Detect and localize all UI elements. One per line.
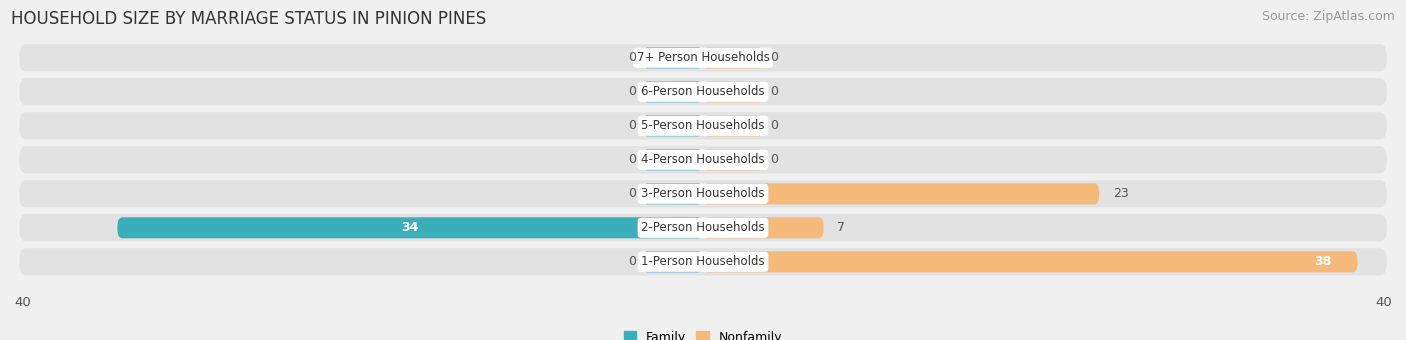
FancyBboxPatch shape [643,81,703,102]
FancyBboxPatch shape [643,183,703,204]
FancyBboxPatch shape [703,47,763,68]
Legend: Family, Nonfamily: Family, Nonfamily [619,326,787,340]
Text: 0: 0 [770,51,778,64]
Text: 0: 0 [628,255,636,268]
Text: 1-Person Households: 1-Person Households [641,255,765,268]
Text: 0: 0 [770,85,778,98]
FancyBboxPatch shape [117,217,703,238]
Text: 0: 0 [628,187,636,200]
Text: HOUSEHOLD SIZE BY MARRIAGE STATUS IN PINION PINES: HOUSEHOLD SIZE BY MARRIAGE STATUS IN PIN… [11,10,486,28]
FancyBboxPatch shape [643,115,703,136]
Text: 0: 0 [628,153,636,166]
FancyBboxPatch shape [703,217,824,238]
FancyBboxPatch shape [20,146,1386,173]
FancyBboxPatch shape [703,81,763,102]
FancyBboxPatch shape [20,214,1386,241]
Text: 23: 23 [1114,187,1129,200]
Text: 40: 40 [14,296,31,309]
Text: 0: 0 [628,119,636,132]
Text: 2-Person Households: 2-Person Households [641,221,765,234]
Text: 0: 0 [628,85,636,98]
FancyBboxPatch shape [20,112,1386,139]
FancyBboxPatch shape [643,251,703,272]
Text: 5-Person Households: 5-Person Households [641,119,765,132]
Text: 7: 7 [838,221,845,234]
FancyBboxPatch shape [20,44,1386,71]
Text: 3-Person Households: 3-Person Households [641,187,765,200]
Text: 0: 0 [770,153,778,166]
Text: 6-Person Households: 6-Person Households [641,85,765,98]
FancyBboxPatch shape [703,149,763,170]
FancyBboxPatch shape [20,248,1386,275]
FancyBboxPatch shape [643,149,703,170]
FancyBboxPatch shape [643,47,703,68]
Text: 0: 0 [628,51,636,64]
FancyBboxPatch shape [703,115,763,136]
Text: 38: 38 [1315,255,1331,268]
Text: 4-Person Households: 4-Person Households [641,153,765,166]
Text: Source: ZipAtlas.com: Source: ZipAtlas.com [1261,10,1395,23]
Text: 34: 34 [402,221,419,234]
FancyBboxPatch shape [20,180,1386,207]
FancyBboxPatch shape [20,78,1386,105]
FancyBboxPatch shape [703,183,1099,204]
Text: 0: 0 [770,119,778,132]
Text: 40: 40 [1375,296,1392,309]
FancyBboxPatch shape [703,251,1358,272]
Text: 7+ Person Households: 7+ Person Households [637,51,769,64]
